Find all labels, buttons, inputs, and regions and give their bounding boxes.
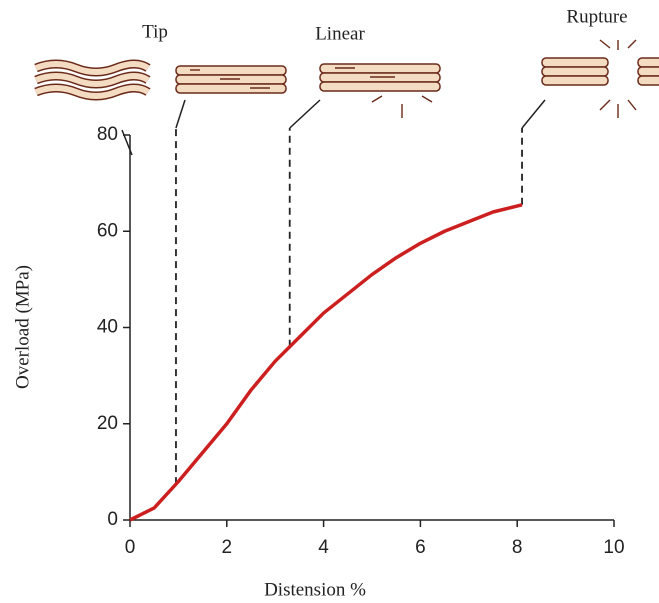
- region-label: Linear: [315, 23, 365, 44]
- x-tick-label: 8: [512, 537, 523, 558]
- x-axis-title: Distension %: [264, 579, 366, 600]
- y-axis-title: Overload (MPa): [12, 265, 33, 389]
- x-tick-label: 6: [415, 537, 426, 558]
- x-tick-label: 4: [318, 537, 329, 558]
- leader: [521, 99, 546, 129]
- curve: [129, 203, 523, 522]
- y-tick-label: 40: [97, 317, 118, 338]
- fiber-straight: [175, 65, 287, 94]
- x-tick-label: 2: [222, 537, 233, 558]
- fiber-linear: [319, 63, 441, 118]
- y-tick-label: 80: [97, 124, 118, 145]
- x-tick-label: 0: [125, 537, 136, 558]
- y-tick-label: 0: [107, 509, 118, 530]
- leader: [175, 99, 186, 129]
- leader: [289, 99, 321, 129]
- region-label: Tip: [142, 21, 168, 42]
- region-label: Rupture: [566, 6, 627, 27]
- y-tick-label: 20: [97, 413, 118, 434]
- x-tick-label: 10: [603, 537, 624, 558]
- fiber-rupture: [541, 39, 659, 118]
- y-tick-label: 60: [97, 220, 118, 241]
- fiber-wavy: [34, 59, 151, 101]
